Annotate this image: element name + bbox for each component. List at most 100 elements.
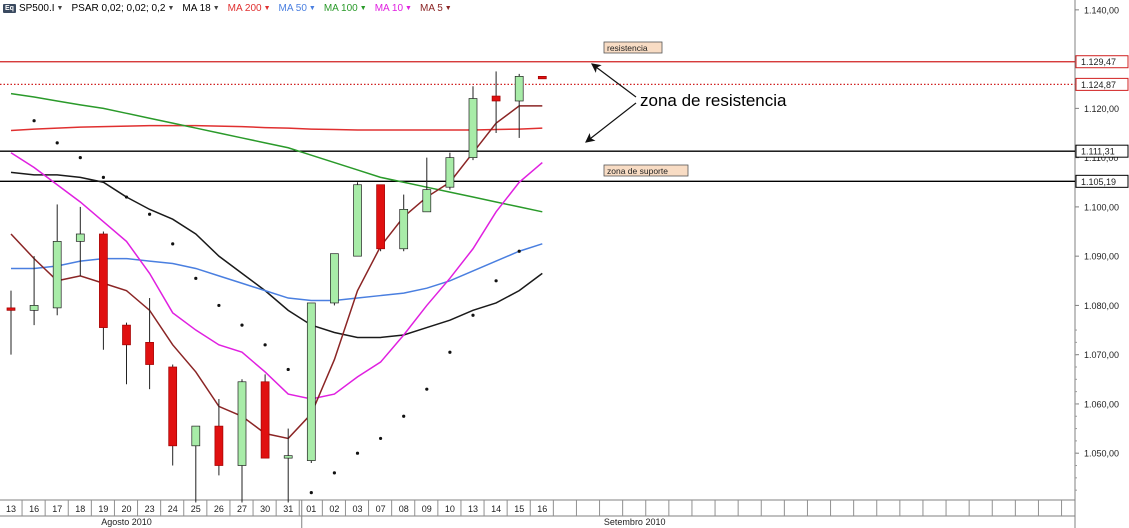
psar-dot (148, 212, 152, 216)
x-tick-label: 17 (52, 504, 62, 514)
legend-item-ma200[interactable]: MA 200 ▼ (227, 2, 271, 14)
candle-body (514, 76, 524, 102)
psar-dot (471, 313, 475, 317)
x-tick-label: 07 (376, 504, 386, 514)
legend-item-ma18[interactable]: MA 18 ▼ (182, 2, 220, 14)
legend-item-ma100[interactable]: MA 100 ▼ (323, 2, 367, 14)
psar-dot (55, 141, 59, 145)
candle-body (75, 233, 85, 242)
legend-item-symbol[interactable]: SP500.I ▼ (18, 2, 64, 14)
zona-suporte-label: zona de suporte (607, 166, 668, 176)
month-label: Agosto 2010 (101, 517, 152, 527)
x-tick-label: 18 (75, 504, 85, 514)
x-tick-label: 20 (121, 504, 131, 514)
level-tag-box (1075, 77, 1129, 91)
candle-body (214, 425, 224, 466)
chart-legend: Eq SP500.I ▼ PSAR 0,02; 0,02; 0,2 ▼ MA 18 ▼… (0, 0, 460, 16)
candle-body (399, 209, 409, 250)
x-tick-label: 14 (491, 504, 501, 514)
psar-dot (286, 367, 290, 372)
candle-body (99, 233, 108, 328)
ma-line (10, 92, 543, 213)
psar-dot (240, 323, 244, 327)
month-label: Setembro 2010 (604, 517, 666, 527)
x-tick-label: 30 (260, 504, 270, 514)
x-tick-label: 02 (329, 504, 339, 514)
y-tick-label: 1.140,00 (1084, 5, 1119, 15)
y-tick-label: 1.060,00 (1084, 399, 1119, 409)
x-tick-label: 23 (145, 504, 155, 514)
candle-body (353, 184, 362, 257)
candle-body (191, 425, 201, 447)
psar-dot (217, 303, 221, 308)
x-tick-label: 25 (191, 504, 201, 514)
psar-dot (379, 436, 383, 441)
legend-item-ma5[interactable]: MA 5 ▼ (419, 2, 452, 14)
y-tick-label: 1.070,00 (1084, 350, 1119, 360)
candle-body (29, 305, 39, 311)
level-tag: 1.124,87 (1075, 77, 1129, 91)
x-tick-label: 16 (29, 504, 39, 514)
psar-dot (309, 491, 313, 495)
level-tag: 1.105,19 (1075, 174, 1129, 188)
level-tag-box (1075, 144, 1129, 158)
psar-dot (78, 156, 82, 160)
level-tag: 1.111,31 (1075, 144, 1129, 158)
x-tick-label: 08 (399, 504, 409, 514)
y-tick-label: 1.100,00 (1084, 202, 1119, 212)
y-tick-label: 1.080,00 (1084, 301, 1119, 311)
candle-body (122, 324, 131, 346)
psar-dot (171, 242, 175, 246)
y-tick-label: 1.110,00 (1084, 153, 1118, 163)
x-tick-label: 01 (306, 504, 316, 514)
candle-body (260, 381, 270, 459)
psar-dot (448, 350, 452, 354)
psar-dot (402, 414, 406, 418)
level-tag-box (1075, 55, 1129, 69)
candle-body (376, 184, 385, 250)
y-tick-label: 1.120,00 (1084, 104, 1119, 114)
candle-body (52, 241, 62, 309)
candle-body (445, 157, 455, 188)
level-tag-label: 1.129,47 (1081, 57, 1116, 67)
candle-body (145, 342, 154, 365)
candle-body (237, 381, 247, 466)
candle-body (306, 302, 316, 461)
annotations: resistencia zona de suporte zona de resist… (585, 41, 787, 177)
x-tick-label: 26 (214, 504, 224, 514)
x-tick-label: 03 (352, 504, 362, 514)
psar-dot (332, 471, 336, 475)
arrow-to-resistencia (591, 63, 637, 98)
candle-body (468, 98, 478, 158)
candle-body (537, 76, 547, 80)
legend-item-psar[interactable]: PSAR 0,02; 0,02; 0,2 ▼ (71, 2, 175, 14)
candle-body (330, 253, 339, 304)
psar-dot (124, 195, 129, 199)
psar-dot (194, 276, 198, 280)
psar-dot (425, 387, 429, 391)
legend-item-ma10[interactable]: MA 10 ▼ (374, 2, 412, 14)
candle-body (283, 455, 293, 459)
candle-body (168, 366, 178, 447)
x-tick-label: 24 (168, 504, 178, 514)
legend-item-ma50[interactable]: MA 50 ▼ (278, 2, 316, 14)
x-tick-label: 16 (537, 504, 547, 514)
level-tag-label: 1.105,19 (1081, 177, 1116, 187)
arrow-to-zona (585, 102, 637, 143)
symbol-badge: Eq (3, 3, 16, 13)
psar-dot (355, 451, 360, 455)
psar-dot (101, 175, 105, 179)
psar-dot (32, 119, 36, 123)
y-tick-label: 1.090,00 (1084, 252, 1119, 262)
candle-body (422, 189, 432, 213)
x-tick-label: 15 (514, 504, 524, 514)
psar-dot (517, 249, 521, 253)
ma-line (10, 152, 543, 400)
psar-dot (494, 279, 498, 283)
y-tick-label: 1.050,00 (1084, 449, 1119, 459)
x-tick-label: 19 (98, 504, 108, 514)
level-tag-label: 1.124,87 (1081, 80, 1116, 90)
x-tick-label: 27 (237, 504, 247, 514)
